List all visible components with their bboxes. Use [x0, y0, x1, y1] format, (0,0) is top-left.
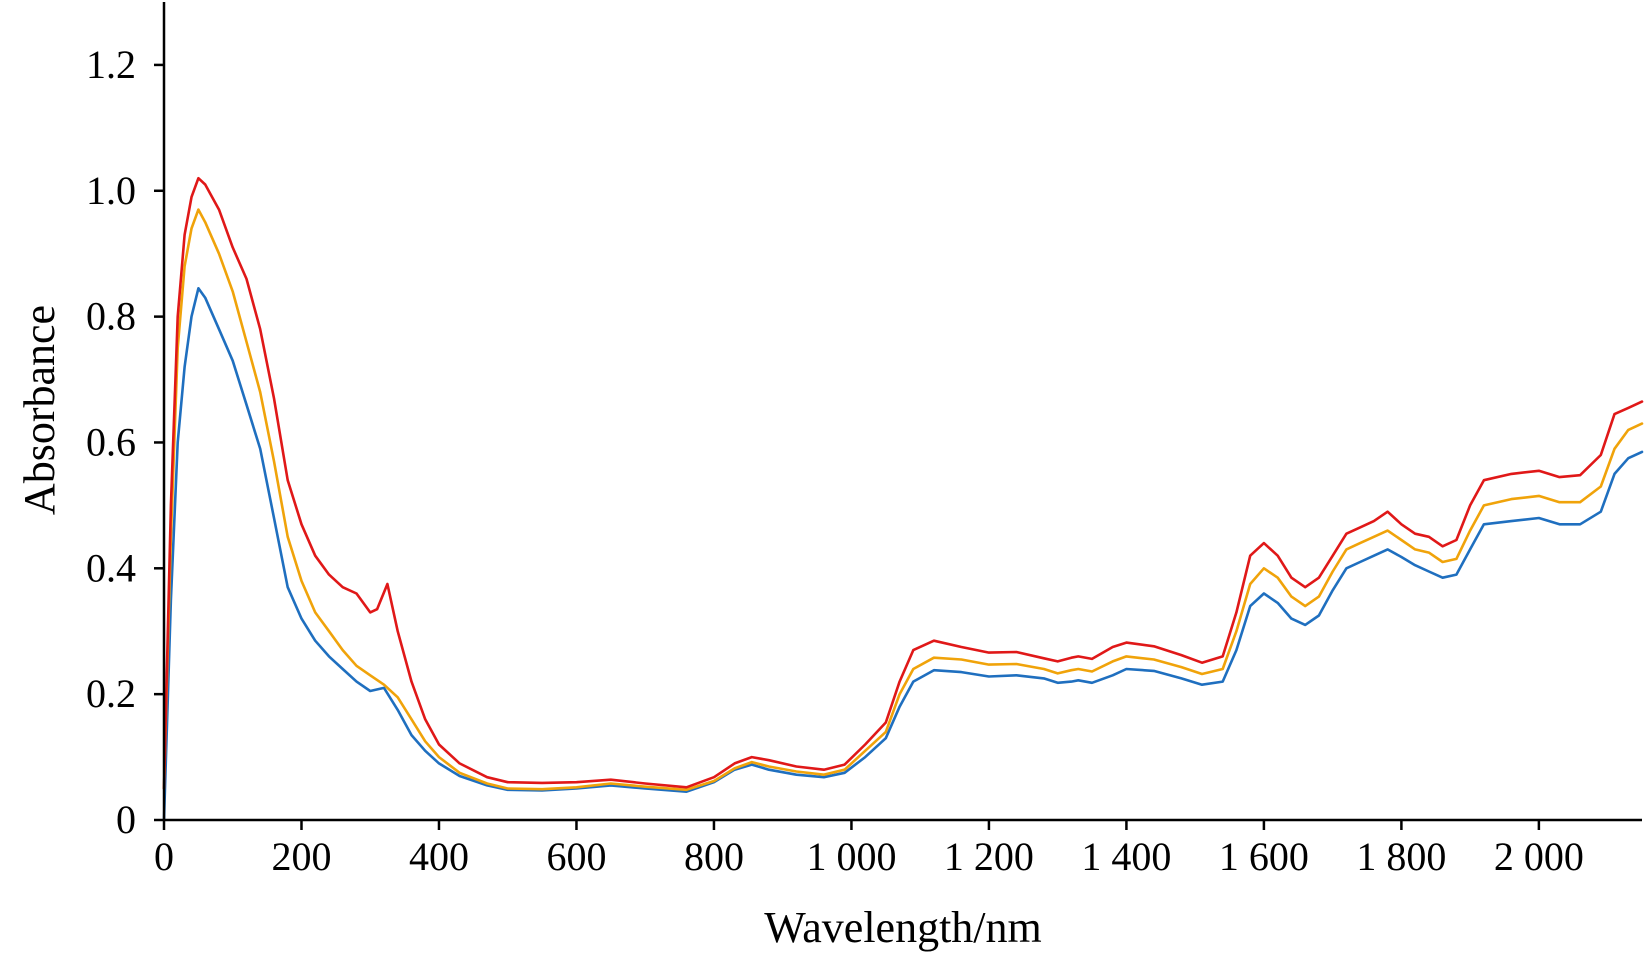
y-axis-label: Absorbance	[15, 305, 64, 515]
series-line-2	[162, 208, 1644, 792]
y-tick-label: 0.8	[86, 294, 136, 339]
x-tick-label: 1 800	[1356, 834, 1446, 879]
x-axis-ticks: 0 200 400 600 800 1 000 1 200 1 400 1 600 1 800 2 …	[154, 820, 1584, 879]
y-tick-label: 1.2	[86, 42, 136, 87]
x-tick-label: 1 000	[806, 834, 896, 879]
y-tick-label: 0.2	[86, 671, 136, 716]
series-layer	[162, 176, 1644, 822]
y-tick-label: 0.6	[86, 419, 136, 464]
y-tick-label: 0.4	[86, 545, 136, 590]
x-tick-label: 600	[546, 834, 606, 879]
x-tick-label: 400	[409, 834, 469, 879]
x-tick-label: 200	[271, 834, 331, 879]
series-line-3	[162, 176, 1644, 790]
y-tick-label: 0	[116, 797, 136, 842]
x-axis-label: Wavelength/nm	[764, 903, 1042, 952]
x-tick-label: 1 600	[1219, 834, 1309, 879]
x-tick-label: 1 200	[944, 834, 1034, 879]
x-tick-label: 0	[154, 834, 174, 879]
x-tick-label: 2 000	[1494, 834, 1584, 879]
y-axis-ticks: 0 0.2 0.4 0.6 0.8 1.0 1.2	[86, 42, 164, 842]
series-line-1	[162, 287, 1644, 822]
x-tick-label: 800	[684, 834, 744, 879]
y-tick-label: 1.0	[86, 168, 136, 213]
x-tick-label: 1 400	[1081, 834, 1171, 879]
